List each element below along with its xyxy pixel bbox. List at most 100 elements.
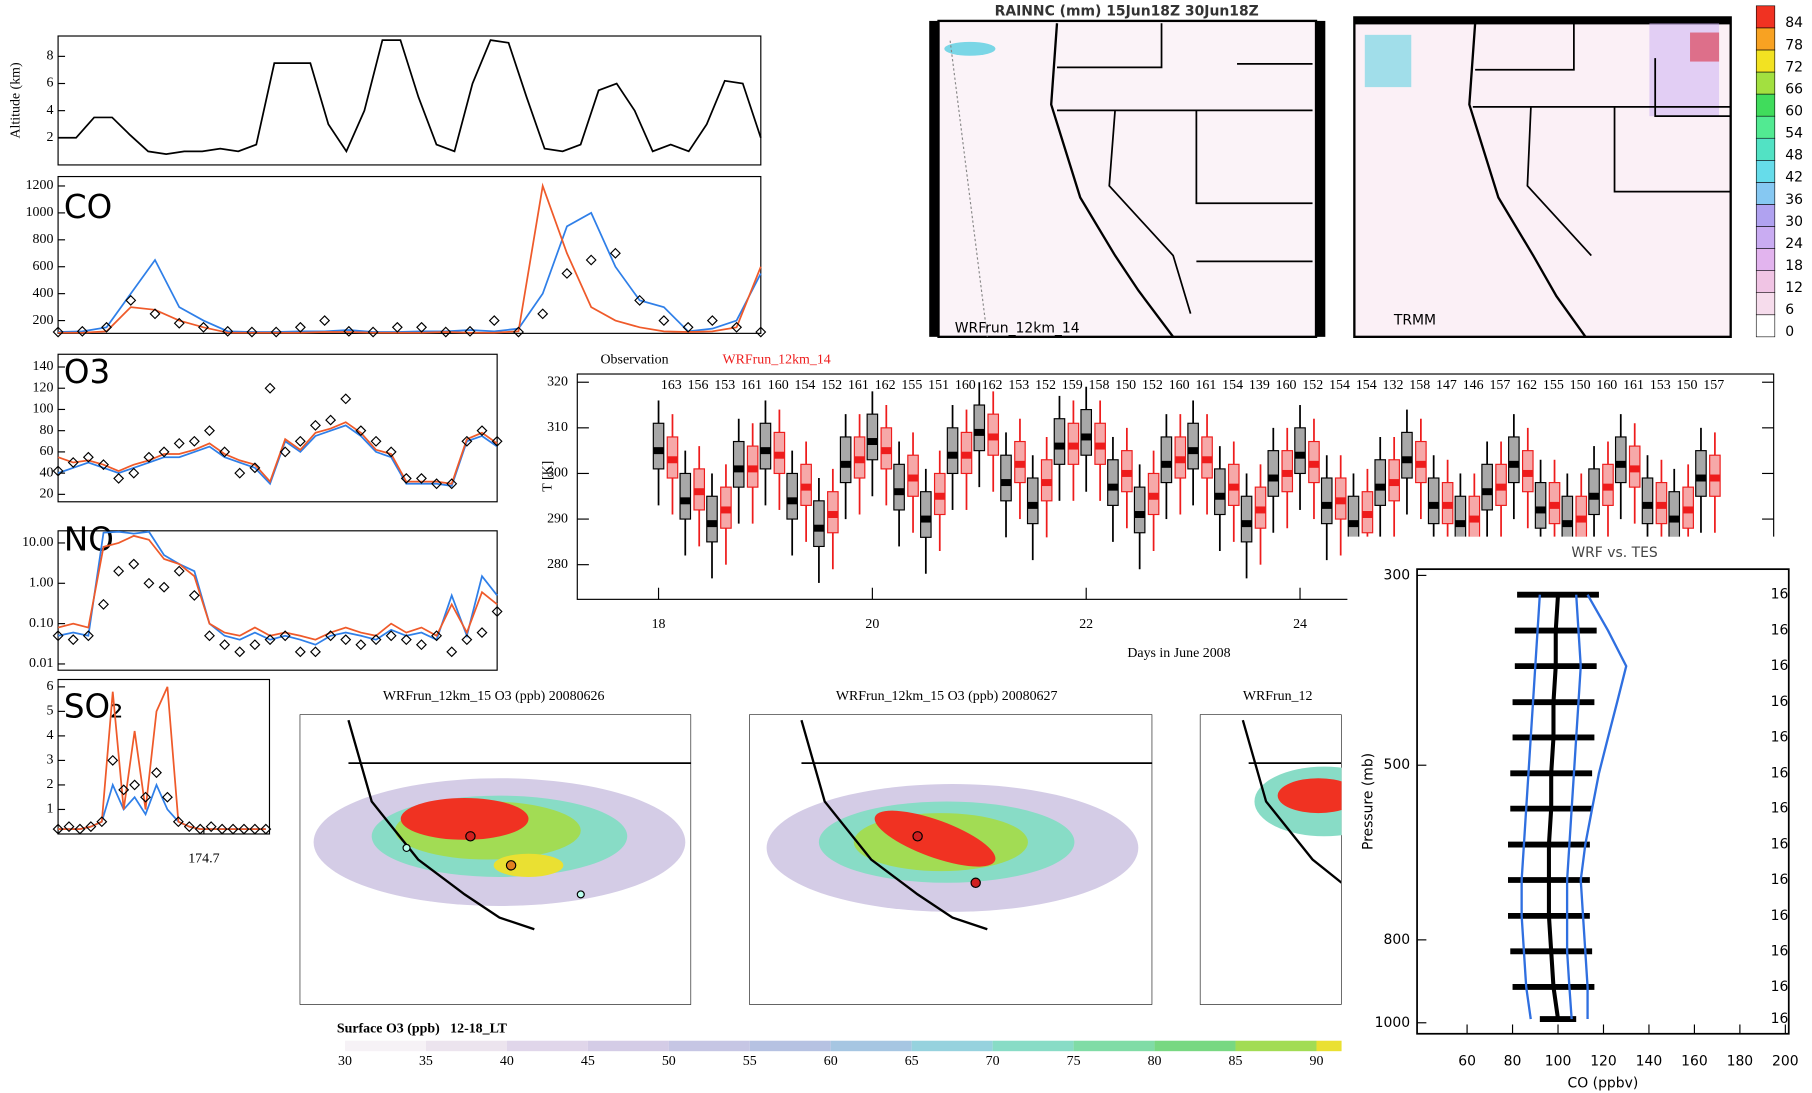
colorbar-label: 50 [662,1054,676,1069]
observation-point [128,467,140,479]
observation-point [128,558,140,570]
trace-line [57,530,498,646]
y-tick-label: 320 [547,374,568,389]
median [786,497,798,505]
median [1455,520,1466,528]
observation-point [264,634,276,646]
colorbar-cell [1755,248,1776,271]
box [1401,431,1413,479]
observation-point [140,791,152,803]
colorbar-cell [992,1040,1074,1052]
colorbar-label: 65 [905,1054,919,1069]
observation-point [158,446,170,458]
median [720,506,732,514]
median [920,515,932,523]
count-label: 154 [1222,378,1243,393]
observation-point [279,446,291,458]
observation-point [219,446,231,458]
colorbar-label: 42 [1785,170,1803,186]
box [920,491,932,538]
median [1508,460,1520,468]
observation-point [249,462,261,474]
x-tick-label: 80 [1504,1054,1522,1070]
median [1642,501,1653,509]
observation-point [234,646,246,658]
plot-frame [57,530,498,671]
box [1534,481,1547,529]
observation-point [52,630,64,642]
colorbar-cell [344,1040,426,1052]
median [1241,520,1252,528]
observation-point [658,315,670,327]
count-label: 147 [1436,378,1457,393]
observation-point [706,315,718,327]
count-label: 160 [1276,378,1297,393]
observation-point [113,565,125,577]
colorbar-label: 6 [1785,302,1794,318]
count-label: 157 [1703,378,1724,393]
observation-point [118,784,130,796]
colorbar-cell [506,1040,588,1052]
observation-point [476,627,488,639]
plot-frame [57,678,271,835]
observation-point [319,315,331,327]
colorbar-cell [1755,270,1776,293]
observation-point [294,646,306,658]
colorbar-label: 60 [824,1054,838,1069]
count-label: 161 [1623,378,1644,393]
colorbar-label: 84 [1785,15,1803,31]
colorbar-label: 55 [743,1054,757,1069]
map-title: WRFrun_12 [1243,689,1313,704]
x-tick-label: 140 [1636,1054,1663,1070]
observation-point [249,639,261,651]
colorbar-label: 35 [419,1054,433,1069]
observation-point [561,267,573,279]
median [893,488,905,496]
count-label: 162 [1516,378,1537,393]
y-tick-label: 140 [33,359,54,374]
median [1682,506,1694,514]
count-label: 162 [875,378,896,393]
count-label: 139 [1249,378,1270,393]
observation-point [173,317,185,329]
observation-point [67,457,79,468]
observation-point [204,425,215,437]
colorbar-cell [911,1040,993,1052]
level-label: 16 [1771,943,1789,959]
map-title: RAINNC (mm) 15Jun18Z 30Jun18Z [995,4,1259,20]
median [1562,520,1573,528]
colorbar-label: 48 [1785,148,1803,164]
colorbar-label: 80 [1148,1054,1162,1069]
median [733,465,744,473]
level-label: 16 [1771,872,1789,888]
y-axis-label: Altitude (km) [8,62,23,139]
median [1335,497,1346,505]
colorbar-label: 30 [338,1054,352,1069]
median [1495,483,1507,491]
count-label: 160 [955,378,976,393]
trace-line [58,782,266,830]
observation-point [464,325,476,337]
y-tick-label: 300 [547,466,568,481]
observation-point [488,315,500,327]
count-label: 152 [1035,378,1056,393]
observation-point [270,326,282,338]
o3-map-3 [1199,714,1342,1005]
median [1148,492,1159,500]
plot-frame [57,175,762,334]
y-axis-label: Pressure (mb) [1360,753,1376,850]
box [1160,436,1173,484]
median [907,474,919,482]
observation-point [513,326,524,338]
observation-point [325,414,337,426]
colorbar-label: 0 [1785,324,1794,340]
median [1442,501,1453,509]
median [840,460,851,468]
colorbar-label: 66 [1785,81,1803,97]
trace-line [57,534,498,641]
observation-point [63,821,75,833]
median [1228,483,1240,491]
colorbar-cell [1154,1040,1236,1052]
observation-point [385,446,397,458]
